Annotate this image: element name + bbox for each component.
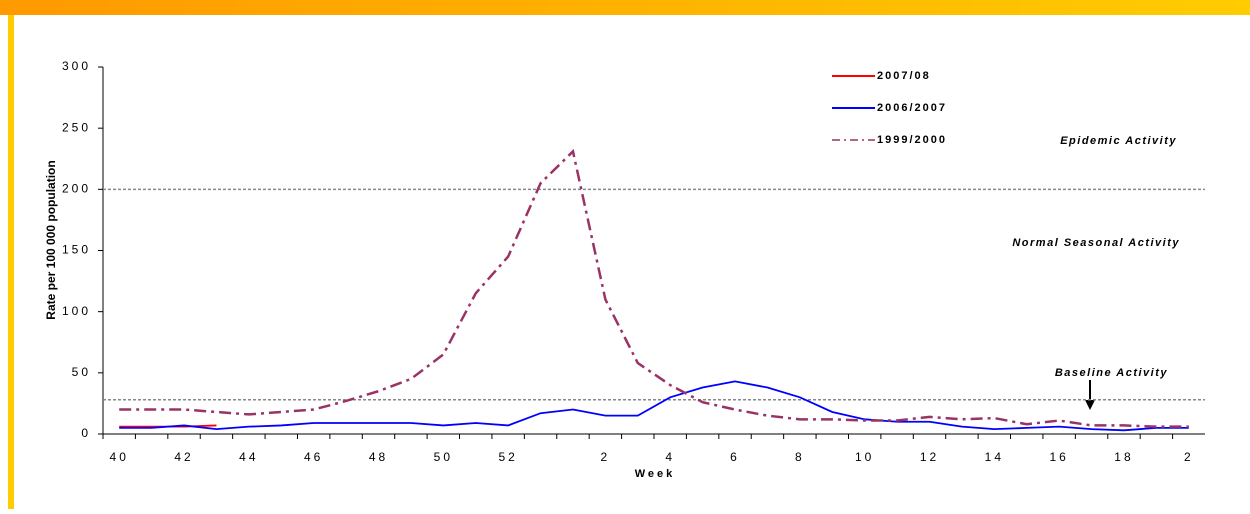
annotation: Baseline Activity: [1055, 367, 1168, 379]
side-bar: [8, 15, 14, 509]
legend-label: 2006/2007: [877, 102, 947, 114]
y-tick-label: 150: [62, 243, 91, 257]
x-tick-label: 40: [110, 450, 129, 464]
x-tick-label: 14: [985, 450, 1004, 464]
y-tick-label: 100: [62, 304, 91, 318]
x-tick-label: 2: [1184, 450, 1194, 464]
x-tick-label: 6: [730, 450, 740, 464]
x-tick-label: 18: [1114, 450, 1133, 464]
annotation: Normal Seasonal Activity: [1012, 237, 1180, 249]
x-tick-label: 16: [1049, 450, 1068, 464]
x-tick-label: 48: [369, 450, 388, 464]
legend-label: 2007/08: [877, 70, 931, 82]
x-tick-label: 10: [855, 450, 874, 464]
annotation: Epidemic Activity: [1060, 135, 1177, 147]
x-tick-label: 52: [498, 450, 517, 464]
x-tick-label: 50: [434, 450, 453, 464]
x-tick-label: 12: [920, 450, 939, 464]
x-axis-title: Week: [635, 468, 676, 480]
y-tick-label: 200: [62, 182, 91, 196]
y-tick-label: 0: [81, 426, 91, 440]
x-tick-label: 42: [174, 450, 193, 464]
y-tick-label: 300: [62, 59, 91, 73]
y-tick-label: 50: [72, 365, 91, 379]
x-tick-label: 8: [795, 450, 805, 464]
x-tick-label: 2: [601, 450, 611, 464]
header-bar: [0, 0, 1250, 15]
x-tick-label: 4: [665, 450, 675, 464]
series-line: [119, 380, 1189, 432]
series-line: [119, 148, 1189, 428]
y-axis-title: Rate per 100 000 population: [44, 160, 58, 319]
y-tick-label: 250: [62, 120, 91, 134]
x-tick-label: 46: [304, 450, 323, 464]
x-tick-label: 44: [239, 450, 258, 464]
legend-label: 1999/2000: [877, 134, 947, 146]
arrow: [1085, 380, 1095, 410]
